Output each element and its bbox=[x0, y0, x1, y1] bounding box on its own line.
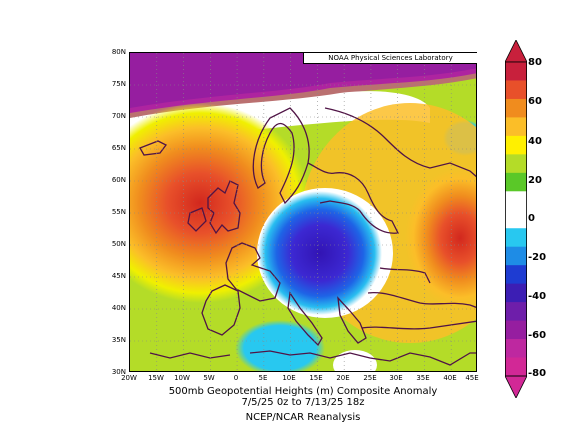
colorbar-segment bbox=[505, 339, 527, 359]
colorbar-segment bbox=[505, 117, 527, 137]
colorbar-segment bbox=[505, 302, 527, 322]
gridlines bbox=[130, 53, 476, 371]
lon-label: 10W bbox=[174, 374, 190, 382]
colorbar-segment bbox=[505, 172, 527, 192]
colorbar-top-arrow bbox=[505, 40, 527, 63]
colorbar-label: -40 bbox=[528, 291, 547, 302]
caption-dates: 7/5/25 0z to 7/13/25 18z bbox=[241, 397, 365, 408]
colorbar-border bbox=[505, 61, 527, 377]
lon-label: 30E bbox=[389, 374, 403, 382]
green-patch-southwest bbox=[130, 318, 220, 371]
lat-label: 70N bbox=[111, 112, 126, 120]
lat-label: 40N bbox=[111, 304, 126, 312]
colorbar-label: -20 bbox=[528, 252, 547, 263]
colorbar-bottom-arrow bbox=[505, 375, 527, 398]
lat-label: 65N bbox=[111, 144, 126, 152]
colorbar-label: 0 bbox=[528, 213, 535, 224]
lat-label: 50N bbox=[111, 240, 126, 248]
caption-source: NCEP/NCAR Reanalysis bbox=[245, 412, 361, 423]
lon-label: 5W bbox=[203, 374, 215, 382]
lon-label: 5E bbox=[258, 374, 268, 382]
anomaly-map bbox=[129, 52, 477, 372]
lon-label: 40E bbox=[443, 374, 457, 382]
lon-label: 10E bbox=[282, 374, 296, 382]
colorbar-label: 40 bbox=[528, 136, 542, 147]
colorbar-segment bbox=[505, 135, 527, 155]
colorbar-segment bbox=[505, 283, 527, 303]
lon-label: 20E bbox=[336, 374, 350, 382]
credit-box: NOAA Physical Sciences Laboratory bbox=[303, 53, 477, 64]
lon-label: 0 bbox=[233, 374, 239, 382]
colorbar-label: 20 bbox=[528, 175, 542, 186]
colorbar-segment bbox=[505, 320, 527, 340]
lat-label: 35N bbox=[111, 336, 126, 344]
colorbar-segment bbox=[505, 357, 527, 377]
lon-label: 15E bbox=[309, 374, 323, 382]
colorbar-segment bbox=[505, 265, 527, 285]
colorbar-label: 60 bbox=[528, 96, 542, 107]
lon-label: 25E bbox=[363, 374, 377, 382]
caption-title: 500mb Geopotential Heights (m) Composite… bbox=[168, 386, 438, 397]
colorbar-segment bbox=[505, 154, 527, 174]
colorbar-segment bbox=[505, 80, 527, 100]
low-anomaly-center bbox=[258, 191, 382, 315]
colorbar-label: -60 bbox=[528, 330, 547, 341]
cyan-patch-south bbox=[235, 320, 325, 371]
credit-text: NOAA Physical Sciences Laboratory bbox=[328, 54, 453, 62]
lat-label: 80N bbox=[111, 48, 126, 56]
colorbar-segments bbox=[505, 40, 527, 398]
colorbar-label: 80 bbox=[528, 57, 542, 68]
map-canvas bbox=[130, 53, 476, 371]
colorbar-segment bbox=[505, 228, 527, 248]
lon-label: 20W bbox=[121, 374, 137, 382]
lat-label: 55N bbox=[111, 208, 126, 216]
lon-label: 45E bbox=[465, 374, 479, 382]
lat-label: 45N bbox=[111, 272, 126, 280]
colorbar-segment bbox=[505, 191, 527, 211]
colorbar bbox=[505, 40, 527, 398]
lon-label: 35E bbox=[416, 374, 430, 382]
lat-label: 30N bbox=[111, 368, 126, 376]
colorbar-segment bbox=[505, 62, 527, 81]
colorbar-segment bbox=[505, 209, 527, 229]
lat-label: 75N bbox=[111, 80, 126, 88]
colorbar-label: -80 bbox=[528, 368, 547, 379]
colorbar-segment bbox=[505, 246, 527, 266]
lon-label: 15W bbox=[148, 374, 164, 382]
coastlines bbox=[139, 107, 476, 366]
colorbar-segment bbox=[505, 98, 527, 118]
lat-label: 60N bbox=[111, 176, 126, 184]
